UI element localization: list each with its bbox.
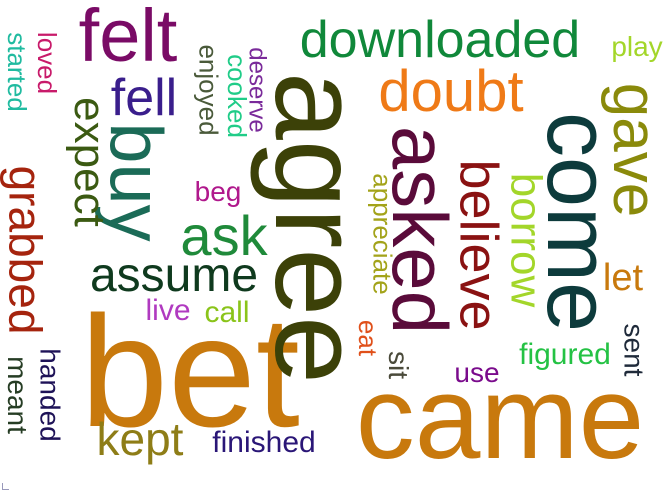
- word-appreciate: appreciate: [367, 173, 398, 295]
- word-eat: eat: [353, 319, 383, 357]
- word-expect: expect: [64, 97, 114, 227]
- corner-mark: [2, 483, 9, 490]
- word-doubt: doubt: [378, 59, 524, 124]
- word-believe: believe: [449, 159, 509, 331]
- word-gave: gave: [599, 82, 669, 218]
- word-live: live: [145, 294, 191, 327]
- word-started: started: [2, 32, 32, 112]
- word-call: call: [204, 296, 250, 329]
- word-felt: felt: [78, 0, 178, 77]
- word-loved: loved: [32, 31, 62, 95]
- word-use: use: [454, 357, 500, 388]
- word-meant: meant: [2, 356, 34, 434]
- word-kept: kept: [96, 413, 184, 465]
- word-play: play: [611, 31, 663, 62]
- word-bet: bet: [80, 284, 300, 460]
- word-grabbed: grabbed: [0, 165, 52, 335]
- word-figured: figured: [519, 338, 611, 371]
- word-let: let: [602, 257, 644, 299]
- word-beg: beg: [194, 176, 242, 207]
- word-came: came: [355, 352, 645, 484]
- word-ask: ask: [180, 204, 268, 267]
- word-sit: sit: [383, 351, 414, 379]
- word-assume: assume: [89, 249, 259, 302]
- word-finished: finished: [212, 426, 316, 459]
- word-borrow: borrow: [501, 172, 550, 308]
- word-downloaded: downloaded: [299, 11, 581, 69]
- word-fell: fell: [110, 69, 178, 127]
- word-enjoyed: enjoyed: [193, 44, 224, 136]
- word-sent: sent: [618, 323, 649, 377]
- word-deserve: deserve: [243, 47, 271, 133]
- word-handed: handed: [35, 348, 66, 442]
